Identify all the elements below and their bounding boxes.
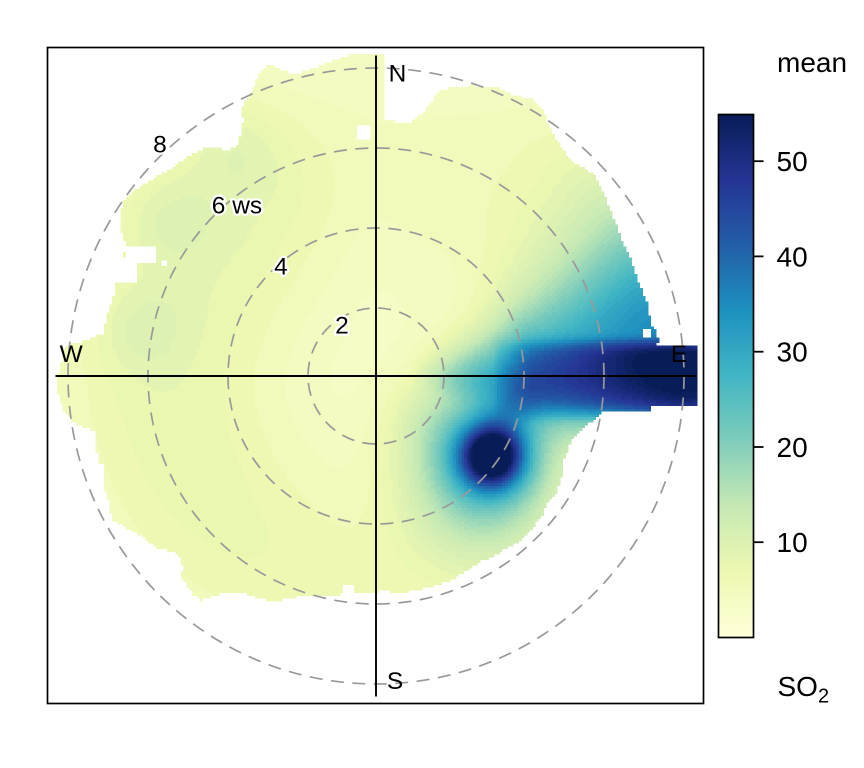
svg-text:10: 10 — [777, 527, 808, 558]
svg-text:E: E — [671, 341, 687, 368]
svg-text:40: 40 — [777, 241, 808, 272]
svg-text:N: N — [389, 61, 407, 88]
svg-text:mean: mean — [777, 47, 847, 78]
svg-text:W: W — [60, 341, 84, 368]
svg-text:2: 2 — [335, 312, 349, 339]
svg-text:8: 8 — [153, 131, 167, 158]
svg-text:50: 50 — [777, 146, 808, 177]
svg-text:6 ws: 6 ws — [212, 192, 262, 219]
svg-text:30: 30 — [777, 337, 808, 368]
svg-text:20: 20 — [777, 432, 808, 463]
svg-text:4: 4 — [274, 253, 288, 280]
svg-text:S: S — [387, 668, 403, 695]
